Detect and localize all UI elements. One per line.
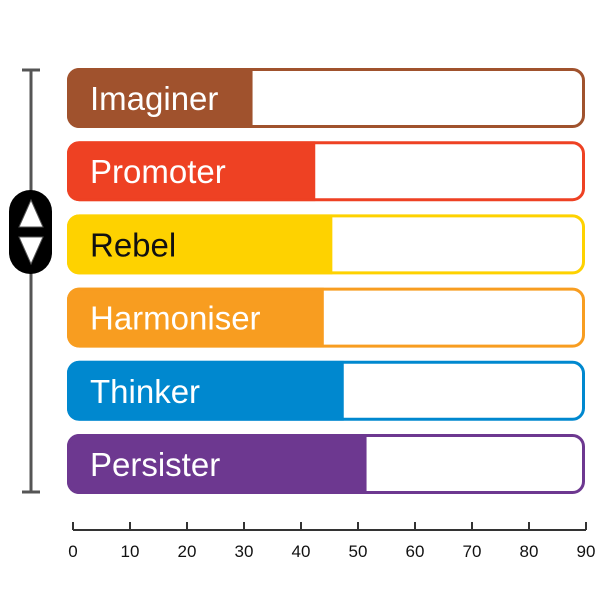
bar-label: Persister [90, 446, 220, 483]
x-tick-label: 40 [292, 542, 311, 561]
x-tick-label: 10 [121, 542, 140, 561]
bar-fill [67, 68, 253, 128]
slider-knob[interactable] [9, 190, 52, 274]
x-tick-label: 20 [178, 542, 197, 561]
bar-harmoniser: Harmoniser [67, 287, 585, 348]
bar-promoter: Promoter [67, 141, 585, 202]
bar-border [67, 214, 585, 275]
bar-label: Harmoniser [90, 300, 261, 337]
x-tick-label: 80 [520, 542, 539, 561]
x-tick-label: 90 [577, 542, 596, 561]
bar-fill [67, 214, 333, 275]
bar-label: Thinker [90, 373, 200, 410]
down-arrow-icon[interactable] [18, 236, 44, 266]
bar-label: Imaginer [90, 80, 218, 117]
up-arrow-icon[interactable] [18, 198, 44, 228]
bar-thinker: Thinker [67, 360, 585, 421]
x-tick-label: 70 [463, 542, 482, 561]
x-tick-label: 60 [406, 542, 425, 561]
bar-persister: Persister [67, 434, 585, 494]
bar-border [67, 360, 585, 421]
bar-fill [67, 141, 316, 202]
bar-label: Promoter [90, 153, 226, 190]
x-axis: 0 10 20 30 40 50 60 70 80 90 [68, 522, 595, 561]
bar-label: Rebel [90, 226, 176, 263]
x-tick-label: 50 [349, 542, 368, 561]
bar-border [67, 68, 585, 128]
bars: Imaginer Promoter Rebel Harmoniser Thinker Pe… [67, 68, 585, 494]
bar-border [67, 287, 585, 348]
bar-border [67, 141, 585, 202]
x-tick-label: 0 [68, 542, 77, 561]
bar-fill [67, 360, 344, 421]
x-tick-label: 30 [235, 542, 254, 561]
bar-fill [67, 287, 324, 348]
bar-border [67, 434, 585, 494]
bar-fill [67, 434, 367, 494]
bar-rebel: Rebel [67, 214, 585, 275]
bar-imaginer: Imaginer [67, 68, 585, 128]
